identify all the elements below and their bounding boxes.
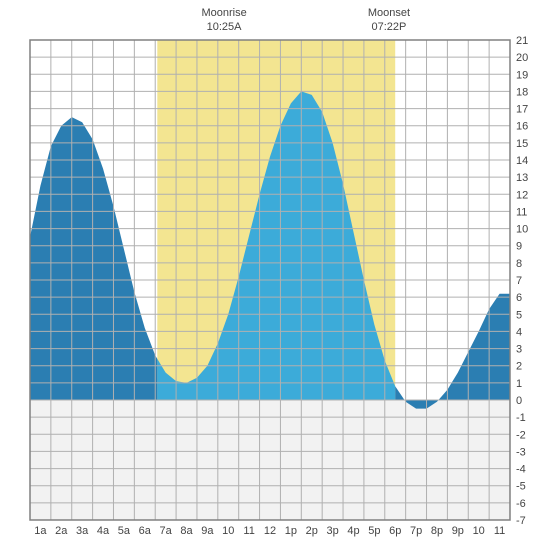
moonset-annotation: Moonset 07:22P	[368, 7, 410, 33]
x-tick-label: 1p	[285, 525, 297, 537]
y-tick-label: 21	[516, 35, 528, 47]
y-tick-label: -6	[516, 498, 526, 510]
y-tick-label: 10	[516, 224, 528, 236]
y-tick-label: 12	[516, 189, 528, 201]
x-tick-label: 8p	[431, 525, 443, 537]
x-tick-label: 7a	[160, 525, 173, 537]
y-tick-label: 11	[516, 206, 527, 218]
x-tick-label: 11	[243, 525, 254, 537]
y-tick-label: 4	[516, 326, 522, 338]
x-tick-label: 6a	[139, 525, 152, 537]
x-tick-label: 1a	[34, 525, 47, 537]
y-tick-label: 15	[516, 138, 528, 150]
y-tick-label: 19	[516, 69, 528, 81]
annotation-value: 10:25A	[207, 21, 243, 33]
y-tick-label: -2	[516, 429, 526, 441]
y-tick-label: -4	[516, 464, 526, 476]
x-tick-label: 10	[222, 525, 234, 537]
annotation-title: Moonset	[368, 7, 410, 19]
y-tick-label: -5	[516, 481, 526, 493]
y-tick-label: 3	[516, 344, 522, 356]
x-tick-label: 4a	[97, 525, 110, 537]
tide-area-night-pm	[395, 294, 510, 409]
x-tick-label: 4p	[347, 525, 359, 537]
y-tick-label: 13	[516, 172, 528, 184]
annotation-value: 07:22P	[372, 21, 407, 33]
y-tick-label: 9	[516, 241, 522, 253]
y-tick-label: 2	[516, 361, 522, 373]
chart-svg: -7-6-5-4-3-2-101234567891011121314151617…	[0, 0, 550, 550]
x-tick-label: 12	[264, 525, 276, 537]
y-tick-label: 1	[516, 378, 522, 390]
x-tick-label: 3p	[326, 525, 338, 537]
x-tick-label: 10	[473, 525, 485, 537]
x-tick-label: 5p	[368, 525, 380, 537]
x-tick-label: 8a	[180, 525, 193, 537]
x-tick-label: 9p	[452, 525, 464, 537]
y-tick-label: 7	[516, 275, 522, 287]
y-tick-label: 20	[516, 52, 528, 64]
y-tick-label: -3	[516, 446, 526, 458]
annotation-title: Moonrise	[201, 7, 246, 19]
y-tick-label: 16	[516, 121, 528, 133]
x-tick-label: 3a	[76, 525, 89, 537]
moonrise-annotation: Moonrise 10:25A	[201, 7, 246, 33]
y-tick-label: 18	[516, 86, 528, 98]
y-tick-label: 8	[516, 258, 522, 270]
x-tick-label: 9a	[201, 525, 214, 537]
x-tick-label: 6p	[389, 525, 401, 537]
y-tick-label: 14	[516, 155, 528, 167]
y-tick-label: -1	[516, 412, 526, 424]
y-tick-label: 6	[516, 292, 522, 304]
y-tick-label: 5	[516, 309, 522, 321]
x-tick-label: 5a	[118, 525, 131, 537]
x-tick-label: 7p	[410, 525, 422, 537]
y-tick-label: 0	[516, 395, 522, 407]
x-tick-label: 2p	[306, 525, 318, 537]
x-tick-label: 2a	[55, 525, 68, 537]
tide-chart: -7-6-5-4-3-2-101234567891011121314151617…	[0, 0, 550, 550]
y-tick-label: 17	[516, 104, 528, 116]
x-tick-label: 11	[494, 525, 505, 537]
y-tick-label: -7	[516, 515, 526, 527]
